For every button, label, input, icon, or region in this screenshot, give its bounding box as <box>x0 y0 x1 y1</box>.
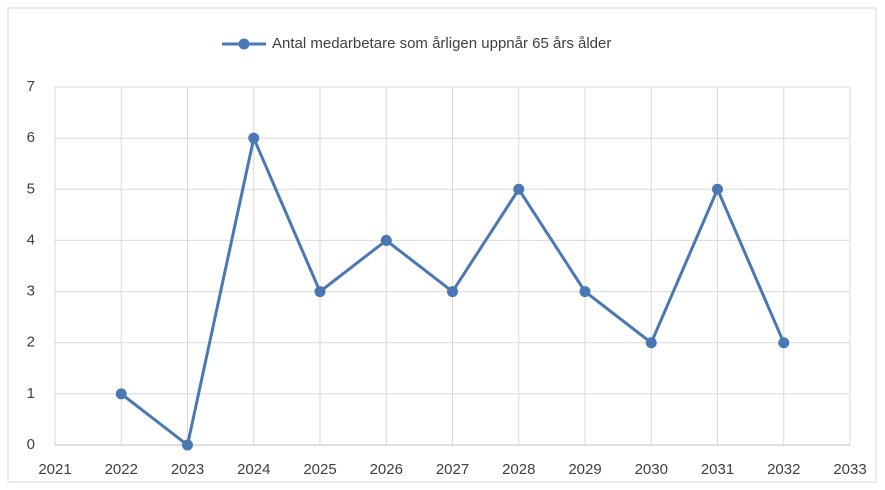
y-tick-label: 6 <box>27 129 35 146</box>
x-tick-label: 2027 <box>436 461 469 478</box>
data-point <box>645 337 657 349</box>
x-tick-label: 2026 <box>370 461 403 478</box>
y-tick-label: 2 <box>27 334 35 351</box>
data-point <box>712 183 723 195</box>
data-point <box>513 183 525 195</box>
data-point <box>314 286 326 298</box>
y-tick-label: 5 <box>27 180 35 197</box>
y-tick-label: 4 <box>27 231 35 248</box>
data-point <box>778 337 790 349</box>
y-tick-label: 3 <box>27 283 35 300</box>
data-point <box>380 234 392 246</box>
y-tick-label: 7 <box>27 78 35 95</box>
data-point <box>115 388 127 400</box>
x-tick-label: 2023 <box>171 461 204 478</box>
data-point <box>248 132 260 144</box>
x-tick-label: 2024 <box>237 461 270 478</box>
x-tick-label: 2031 <box>701 461 734 478</box>
x-tick-label: 2030 <box>635 461 668 478</box>
data-point <box>447 286 458 298</box>
legend-label: Antal medarbetare som årligen uppnår 65 … <box>272 35 611 52</box>
y-tick-label: 0 <box>27 436 35 453</box>
data-point <box>579 286 591 298</box>
x-tick-label: 2033 <box>833 461 866 478</box>
legend-marker <box>238 38 250 50</box>
x-tick-label: 2021 <box>38 461 71 478</box>
x-tick-label: 2028 <box>502 461 535 478</box>
x-tick-label: 2032 <box>767 461 800 478</box>
y-tick-label: 1 <box>27 385 35 402</box>
x-tick-label: 2029 <box>568 461 601 478</box>
x-tick-label: 2025 <box>303 461 336 478</box>
x-tick-label: 2022 <box>105 461 138 478</box>
data-point <box>182 439 193 451</box>
chart-frame <box>7 7 877 483</box>
